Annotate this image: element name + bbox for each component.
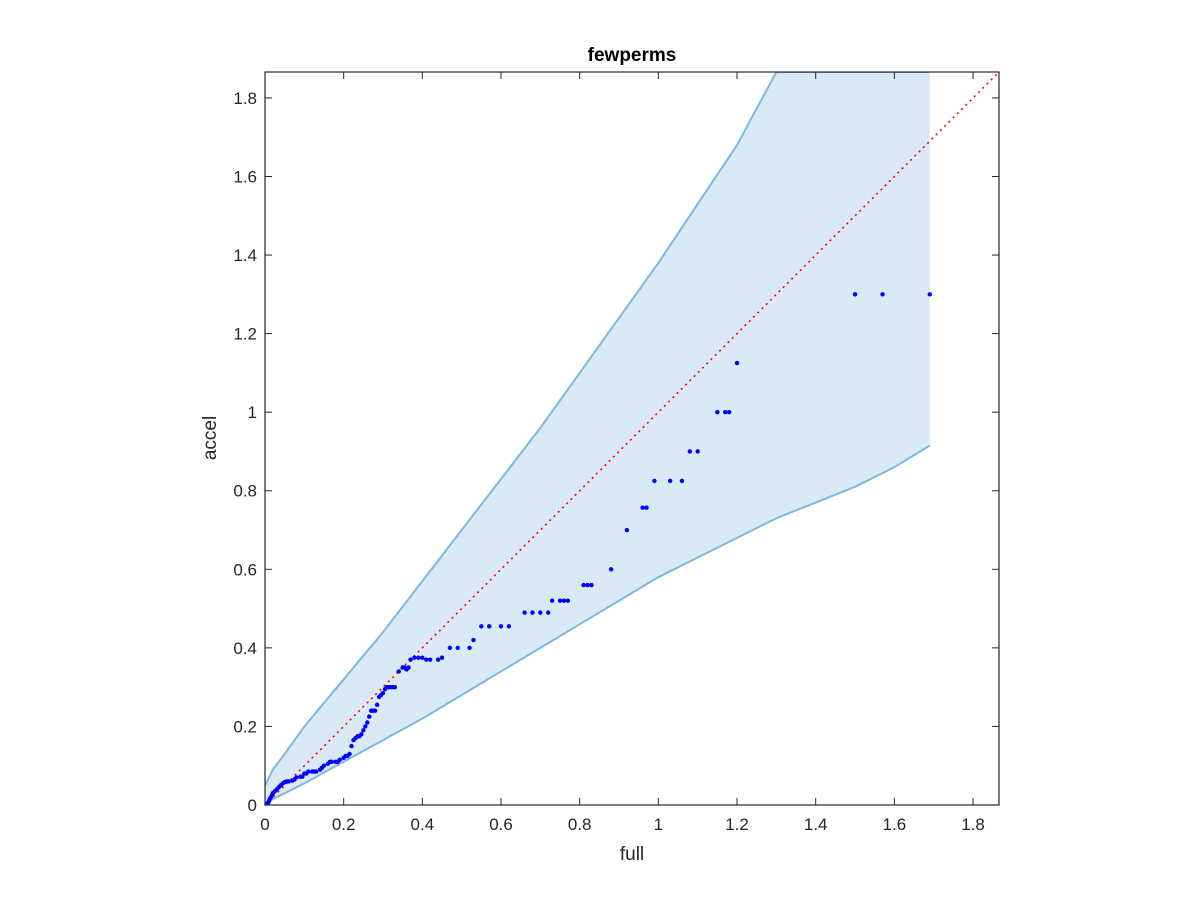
data-point xyxy=(652,478,657,484)
data-point xyxy=(538,610,543,615)
data-point xyxy=(561,598,567,603)
x-tick-label: 1.4 xyxy=(804,815,828,834)
data-point xyxy=(530,610,535,615)
band-lower-edge xyxy=(265,444,931,805)
data-point xyxy=(624,527,630,533)
data-point xyxy=(392,684,398,690)
x-tick-label: 1 xyxy=(654,815,663,834)
y-tick-label: 0.2 xyxy=(233,717,257,736)
x-tick-label: 0.8 xyxy=(568,815,592,834)
data-point xyxy=(479,624,484,629)
data-point xyxy=(471,637,476,643)
data-point xyxy=(640,505,645,510)
data-point xyxy=(581,582,586,588)
data-point xyxy=(506,624,512,629)
data-point xyxy=(585,582,590,588)
x-tick-label: 0.4 xyxy=(411,815,435,834)
y-tick-label: 1.2 xyxy=(233,325,257,344)
y-tick-label: 0.4 xyxy=(233,639,257,658)
data-point xyxy=(557,598,563,603)
data-point xyxy=(428,657,433,662)
data-point xyxy=(687,449,693,454)
data-point xyxy=(306,769,311,774)
data-point xyxy=(420,655,425,660)
data-point xyxy=(447,645,453,651)
x-tick-label: 1.6 xyxy=(883,815,907,834)
data-point xyxy=(565,598,571,603)
data-point xyxy=(286,779,291,784)
data-point xyxy=(424,657,429,662)
data-point xyxy=(374,702,380,708)
data-point xyxy=(734,360,740,366)
data-point xyxy=(608,567,614,572)
data-point xyxy=(726,409,732,415)
data-point xyxy=(416,655,421,660)
x-tick-label: 0.6 xyxy=(489,815,513,834)
data-point xyxy=(549,598,555,603)
data-point xyxy=(880,292,885,297)
data-point xyxy=(455,645,460,651)
data-point xyxy=(361,728,366,733)
data-point xyxy=(313,769,319,774)
data-point xyxy=(349,743,354,749)
plot-area xyxy=(265,72,999,805)
y-tick-label: 0 xyxy=(248,796,257,815)
data-point xyxy=(337,757,342,763)
data-point xyxy=(412,655,417,660)
data-point xyxy=(927,292,932,297)
data-point xyxy=(363,724,368,729)
data-point xyxy=(644,505,649,510)
y-tick-label: 1.8 xyxy=(233,89,257,108)
y-tick-label: 1.4 xyxy=(233,246,257,265)
x-axis-label: full xyxy=(620,844,644,865)
data-point xyxy=(589,582,594,588)
x-tick-label: 0.2 xyxy=(332,815,356,834)
data-point xyxy=(522,610,527,615)
data-point xyxy=(439,655,445,660)
y-tick-label: 0.8 xyxy=(233,482,257,501)
band-upper-edge xyxy=(265,72,930,786)
data-point xyxy=(408,657,413,662)
data-point xyxy=(546,610,551,615)
chart-title: fewperms xyxy=(588,45,677,66)
data-point xyxy=(367,714,372,719)
y-tick-label: 1 xyxy=(248,403,257,422)
x-tick-label: 0 xyxy=(260,815,269,834)
confidence-band xyxy=(265,72,930,805)
reference-line xyxy=(265,72,999,805)
data-point xyxy=(329,759,335,764)
x-tick-label: 1.8 xyxy=(961,815,985,834)
data-point xyxy=(380,690,386,696)
data-point xyxy=(715,409,720,415)
data-point xyxy=(679,478,685,484)
y-axis-label: accel xyxy=(200,416,221,460)
data-point xyxy=(396,669,401,674)
data-point xyxy=(487,624,492,629)
data-point xyxy=(300,774,305,779)
data-point xyxy=(695,449,700,454)
data-point xyxy=(359,732,364,737)
data-point xyxy=(498,624,504,629)
axes-box xyxy=(264,71,1000,806)
data-point xyxy=(365,720,370,725)
data-point xyxy=(723,409,728,415)
y-tick-label: 1.6 xyxy=(233,167,257,186)
y-tick-label: 0.6 xyxy=(233,560,257,579)
data-point xyxy=(467,645,472,651)
data-point xyxy=(667,478,673,484)
data-point xyxy=(852,292,858,297)
axes: 0 0.2 0.4 0.6 0.8 1 1.2 1.4 1.6 1.8 0 0.2 0.4 0.6 0.8 1… xyxy=(233,71,1000,834)
data-point xyxy=(294,775,299,780)
x-tick-label: 1.2 xyxy=(725,815,749,834)
data-point xyxy=(406,665,411,670)
data-point xyxy=(321,763,327,768)
data-point xyxy=(435,657,441,662)
data-point xyxy=(347,751,352,757)
data-point xyxy=(372,708,378,713)
